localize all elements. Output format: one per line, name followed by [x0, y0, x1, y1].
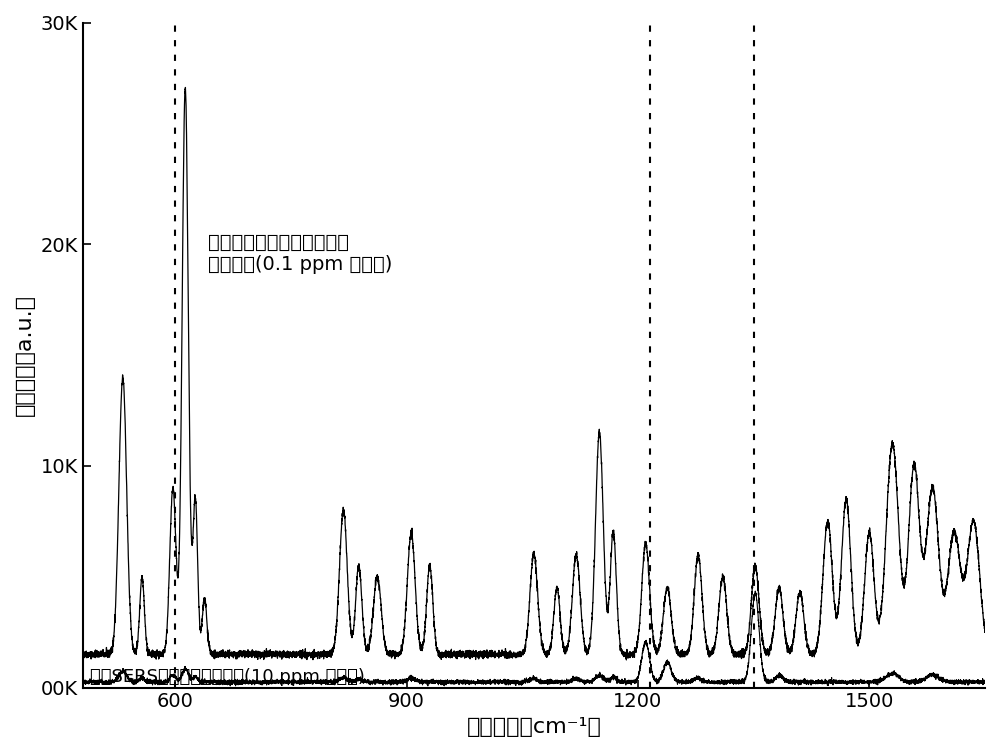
X-axis label: 拉曼位移（cm⁻¹）: 拉曼位移（cm⁻¹）	[466, 717, 601, 737]
Text: 三维等离子体液球检测多环
芳烃策略(0.1 ppm 苯并葆): 三维等离子体液球检测多环 芳烃策略(0.1 ppm 苯并葆)	[208, 233, 392, 274]
Text: 传统SERS检测多环芳烃策略(10 ppm 苯并葆): 传统SERS检测多环芳烃策略(10 ppm 苯并葆)	[90, 668, 365, 686]
Y-axis label: 拉曼强度（a.u.）: 拉曼强度（a.u.）	[15, 294, 35, 416]
